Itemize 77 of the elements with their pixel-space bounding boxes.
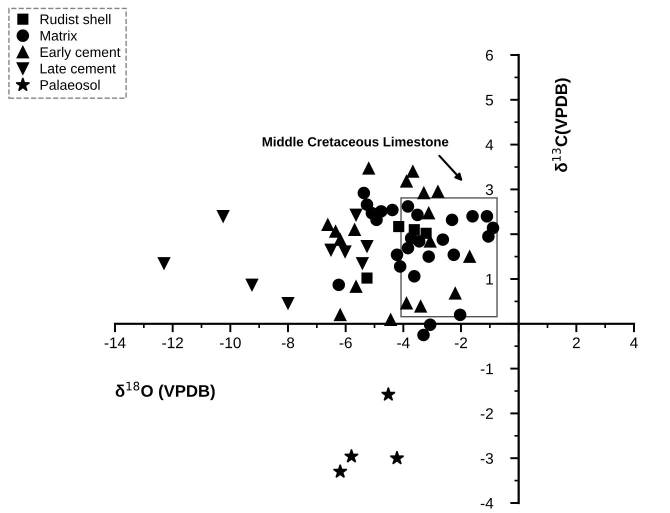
point bbox=[393, 221, 404, 232]
point bbox=[386, 204, 399, 216]
annotation: Middle Cretaceous Limestone bbox=[262, 136, 448, 146]
point bbox=[466, 210, 479, 223]
legend-label: Palaeosol bbox=[40, 80, 100, 90]
point bbox=[350, 280, 362, 293]
point bbox=[358, 186, 370, 200]
point bbox=[334, 233, 346, 246]
x-tick-label: -10 bbox=[220, 337, 241, 348]
point bbox=[400, 175, 413, 188]
y-axis-title: δ$^{13}$C(VPDB) bbox=[552, 78, 571, 172]
point bbox=[338, 245, 352, 258]
point bbox=[384, 314, 397, 326]
point bbox=[448, 287, 462, 300]
x-tick-label: -2 bbox=[454, 337, 468, 348]
point bbox=[332, 278, 345, 292]
point bbox=[482, 230, 495, 243]
legend-label: Matrix bbox=[40, 30, 78, 41]
point bbox=[322, 218, 334, 232]
point bbox=[216, 210, 230, 223]
y-tick-label: -1 bbox=[480, 364, 493, 374]
point bbox=[402, 242, 414, 254]
y-tick-label: 6 bbox=[486, 50, 493, 61]
x-tick-label: -14 bbox=[104, 338, 126, 348]
point bbox=[394, 260, 406, 273]
point bbox=[400, 296, 413, 310]
point bbox=[418, 186, 430, 200]
point bbox=[158, 257, 170, 270]
point bbox=[417, 328, 430, 342]
point bbox=[454, 308, 466, 322]
point bbox=[463, 250, 476, 263]
x-axis-title: δ$^{18}$O (VPDB) bbox=[116, 382, 215, 400]
legend-label: Rudist shell bbox=[40, 14, 110, 24]
y-tick-label: -4 bbox=[480, 498, 494, 509]
point bbox=[282, 296, 294, 310]
point bbox=[348, 223, 361, 236]
x-tick-label: -4 bbox=[397, 338, 410, 348]
point bbox=[412, 235, 426, 248]
point bbox=[424, 318, 436, 331]
legend-label: Late cement bbox=[40, 64, 116, 74]
point bbox=[361, 272, 373, 284]
point bbox=[436, 233, 450, 246]
x-tick-label: -6 bbox=[340, 337, 352, 348]
x-tick-label: -12 bbox=[162, 337, 183, 348]
point bbox=[360, 240, 374, 253]
point bbox=[432, 185, 444, 198]
point bbox=[344, 448, 359, 463]
point bbox=[324, 244, 338, 256]
point bbox=[350, 208, 362, 222]
x-tick-label: -8 bbox=[282, 337, 294, 348]
point bbox=[408, 270, 421, 283]
y-tick-label: 5 bbox=[486, 94, 494, 106]
point bbox=[422, 206, 435, 220]
y-tick-label: -2 bbox=[480, 408, 493, 419]
point bbox=[480, 210, 494, 223]
point bbox=[422, 250, 435, 263]
point bbox=[332, 464, 348, 478]
point bbox=[381, 386, 396, 401]
point bbox=[356, 257, 369, 270]
y-tick-label: 4 bbox=[486, 140, 494, 150]
point bbox=[334, 308, 346, 322]
point bbox=[402, 200, 414, 213]
y-tick-label: -3 bbox=[480, 453, 493, 464]
point bbox=[390, 450, 404, 465]
legend-label: Early cement bbox=[40, 46, 120, 60]
x-tick-label: 2 bbox=[572, 337, 580, 348]
point bbox=[411, 208, 424, 222]
y-tick-label: 1 bbox=[486, 274, 493, 285]
point bbox=[246, 278, 258, 292]
x-tick-label: 4 bbox=[630, 338, 638, 348]
y-tick-label: 3 bbox=[486, 184, 493, 196]
point bbox=[448, 248, 460, 262]
point bbox=[446, 214, 458, 226]
point bbox=[406, 165, 420, 178]
point bbox=[390, 248, 404, 262]
point bbox=[414, 300, 427, 313]
point bbox=[362, 162, 375, 175]
